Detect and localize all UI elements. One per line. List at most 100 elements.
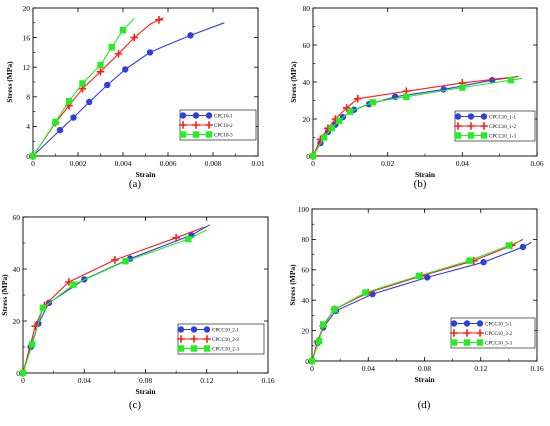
panel-a-data-point xyxy=(29,152,37,160)
panel-a-data-point xyxy=(97,61,104,69)
panel-d-data-point xyxy=(480,259,487,266)
panel-d-legend-label: CPCC10_3-3 xyxy=(485,342,512,347)
panel-b-y-tick-label: 20 xyxy=(303,115,311,124)
panel-a-legend-label: CPC10-3 xyxy=(214,134,233,139)
panel-b-legend-marker xyxy=(454,122,462,130)
panel-a-data-point xyxy=(122,66,129,73)
panel-d-data-point xyxy=(320,321,327,328)
panel-d-legend-marker xyxy=(476,320,484,327)
panel-a-x-axis-label: Strain xyxy=(135,170,156,179)
panel-d-legend-marker xyxy=(463,329,471,337)
panel-a-data-point xyxy=(86,98,93,106)
panel-c-series-3 xyxy=(19,229,208,377)
panel-a-series-line xyxy=(32,22,225,157)
panel-d-data-point xyxy=(519,243,527,251)
panel-a-data-point xyxy=(52,118,59,126)
panel-c-legend: CPCC10_2-1 CPCC10_2-2 CPCC10_2-3 xyxy=(177,323,265,355)
panel-c-series-line xyxy=(22,226,204,374)
panel-a-y-axis-label: Stress (MPa) xyxy=(5,61,14,103)
panel-a-legend-marker xyxy=(192,131,200,138)
panel-a-x-tick-label: 0.008 xyxy=(205,159,222,168)
panel-d-legend-marker xyxy=(450,320,458,327)
panel-a-x-tick-label: 0.004 xyxy=(115,159,132,168)
panel-b-data-point xyxy=(403,93,410,100)
panel-b-caption: (b) xyxy=(414,178,427,190)
panel-d-data-point xyxy=(308,357,316,365)
panel-c-data-point xyxy=(70,281,77,288)
panel-d-y-tick-label: 0 xyxy=(305,357,309,366)
panel-a-legend-marker xyxy=(192,112,200,119)
panel-d-x-tick-label: 0 xyxy=(310,364,314,373)
panel-d-caption: (d) xyxy=(418,399,431,411)
panel-a-legend-label: CPC10-2 xyxy=(214,124,233,129)
panel-d-legend-marker xyxy=(476,329,484,337)
panel-a-y-tick-label: 8 xyxy=(26,93,30,102)
panel-d-legend-marker xyxy=(450,339,458,346)
panel-a-data-point xyxy=(108,44,115,51)
panel-c-y-tick-label: 40 xyxy=(13,265,21,274)
panel-c-legend-marker xyxy=(203,345,211,352)
panel-a-legend-label: CPC10-1 xyxy=(214,115,233,120)
panel-c-y-tick-label: 60 xyxy=(13,213,21,222)
panel-b-data-point xyxy=(369,99,376,106)
panel-b-x-axis-label: Strain xyxy=(415,170,436,179)
panel-b-y-tick-label: 0 xyxy=(306,152,310,161)
panel-c-legend-marker xyxy=(177,326,185,333)
panel-b-legend: CPCC10_1-1 CPCC10_1-2 CPCC10_1-3 xyxy=(454,110,536,142)
panel-a-legend-marker xyxy=(205,121,213,129)
panel-b-legend-marker xyxy=(454,113,462,120)
panel-a-y-tick-label: 12 xyxy=(23,63,31,72)
panel-b-data-point xyxy=(459,84,466,91)
panel-d-y-axis-label: Stress (MPa) xyxy=(288,264,297,306)
panel-c-x-tick-label: 0.08 xyxy=(139,376,152,385)
panel-c-legend-marker xyxy=(177,335,185,343)
panel-d-legend-marker xyxy=(450,329,458,337)
panel-a-legend-marker xyxy=(179,131,187,138)
panel-a-series-line xyxy=(32,17,164,157)
panel-a: 0 0.002 0.004 0.006 0.008 0.01 0 4 8 12 16 20 Strain… xyxy=(5,4,265,190)
panel-d-y-tick-label: 100 xyxy=(298,205,310,214)
panel-c-legend-marker xyxy=(190,335,198,343)
panel-a-y-tick-label: 4 xyxy=(26,122,30,131)
panel-b-data-point xyxy=(335,117,343,125)
panel-d-data-point xyxy=(505,242,513,249)
panel-c-x-tick-label: 0.16 xyxy=(261,376,274,385)
panel-b-data-point xyxy=(354,94,362,103)
panel-a-legend: CPC10-1 CPC10-2 CPC10-3 xyxy=(179,109,257,141)
panel-c-data-point xyxy=(39,304,47,312)
panel-b-data-point xyxy=(321,134,328,141)
panel-a-legend-marker xyxy=(179,121,187,129)
panel-d-data-point xyxy=(424,274,431,281)
panel-b-x-tick-label: 0 xyxy=(311,159,315,168)
panel-c-legend-marker xyxy=(190,326,198,333)
panel-c-x-tick-label: 0.12 xyxy=(200,376,213,385)
panel-b-y-tick-label: 80 xyxy=(303,4,311,13)
panel-c-legend-marker xyxy=(203,326,211,333)
panel-c: 0 0.04 0.08 0.12 0.16 0 20 40 60 Strain Stress (MP… xyxy=(0,213,275,411)
panel-c-legend-marker xyxy=(190,345,198,352)
panel-b: 0 0.02 0.04 0.06 0 20 40 60 80 Strain Stress (MPa)… xyxy=(289,4,544,190)
panel-d-legend-marker xyxy=(463,339,471,346)
panel-d-data-point xyxy=(331,306,338,313)
panel-d-data-point xyxy=(415,272,423,280)
panel-a-y-tick-label: 0 xyxy=(26,152,30,161)
panel-d-y-tick-label: 20 xyxy=(302,326,310,335)
panel-d-legend-marker xyxy=(463,320,471,327)
panel-d-data-point xyxy=(315,338,323,345)
panel-c-data-point xyxy=(111,256,119,264)
panel-b-data-point xyxy=(328,125,335,132)
panel-a-data-point xyxy=(155,16,163,24)
panel-a-legend-marker xyxy=(192,121,200,129)
panel-d-data-point xyxy=(466,257,473,264)
panel-a-data-point xyxy=(187,32,194,39)
panel-b-legend-marker xyxy=(467,132,475,139)
panel-a-legend-marker xyxy=(205,112,213,119)
panel-a-data-point xyxy=(130,33,139,42)
panel-b-legend-marker xyxy=(480,113,488,120)
panel-b-x-tick-label: 0.06 xyxy=(530,159,543,168)
panel-d-legend-marker xyxy=(476,339,484,346)
panel-d-x-tick-label: 0.08 xyxy=(418,364,431,373)
panel-b-series-line xyxy=(312,77,523,157)
panel-b-data-point xyxy=(342,104,351,112)
